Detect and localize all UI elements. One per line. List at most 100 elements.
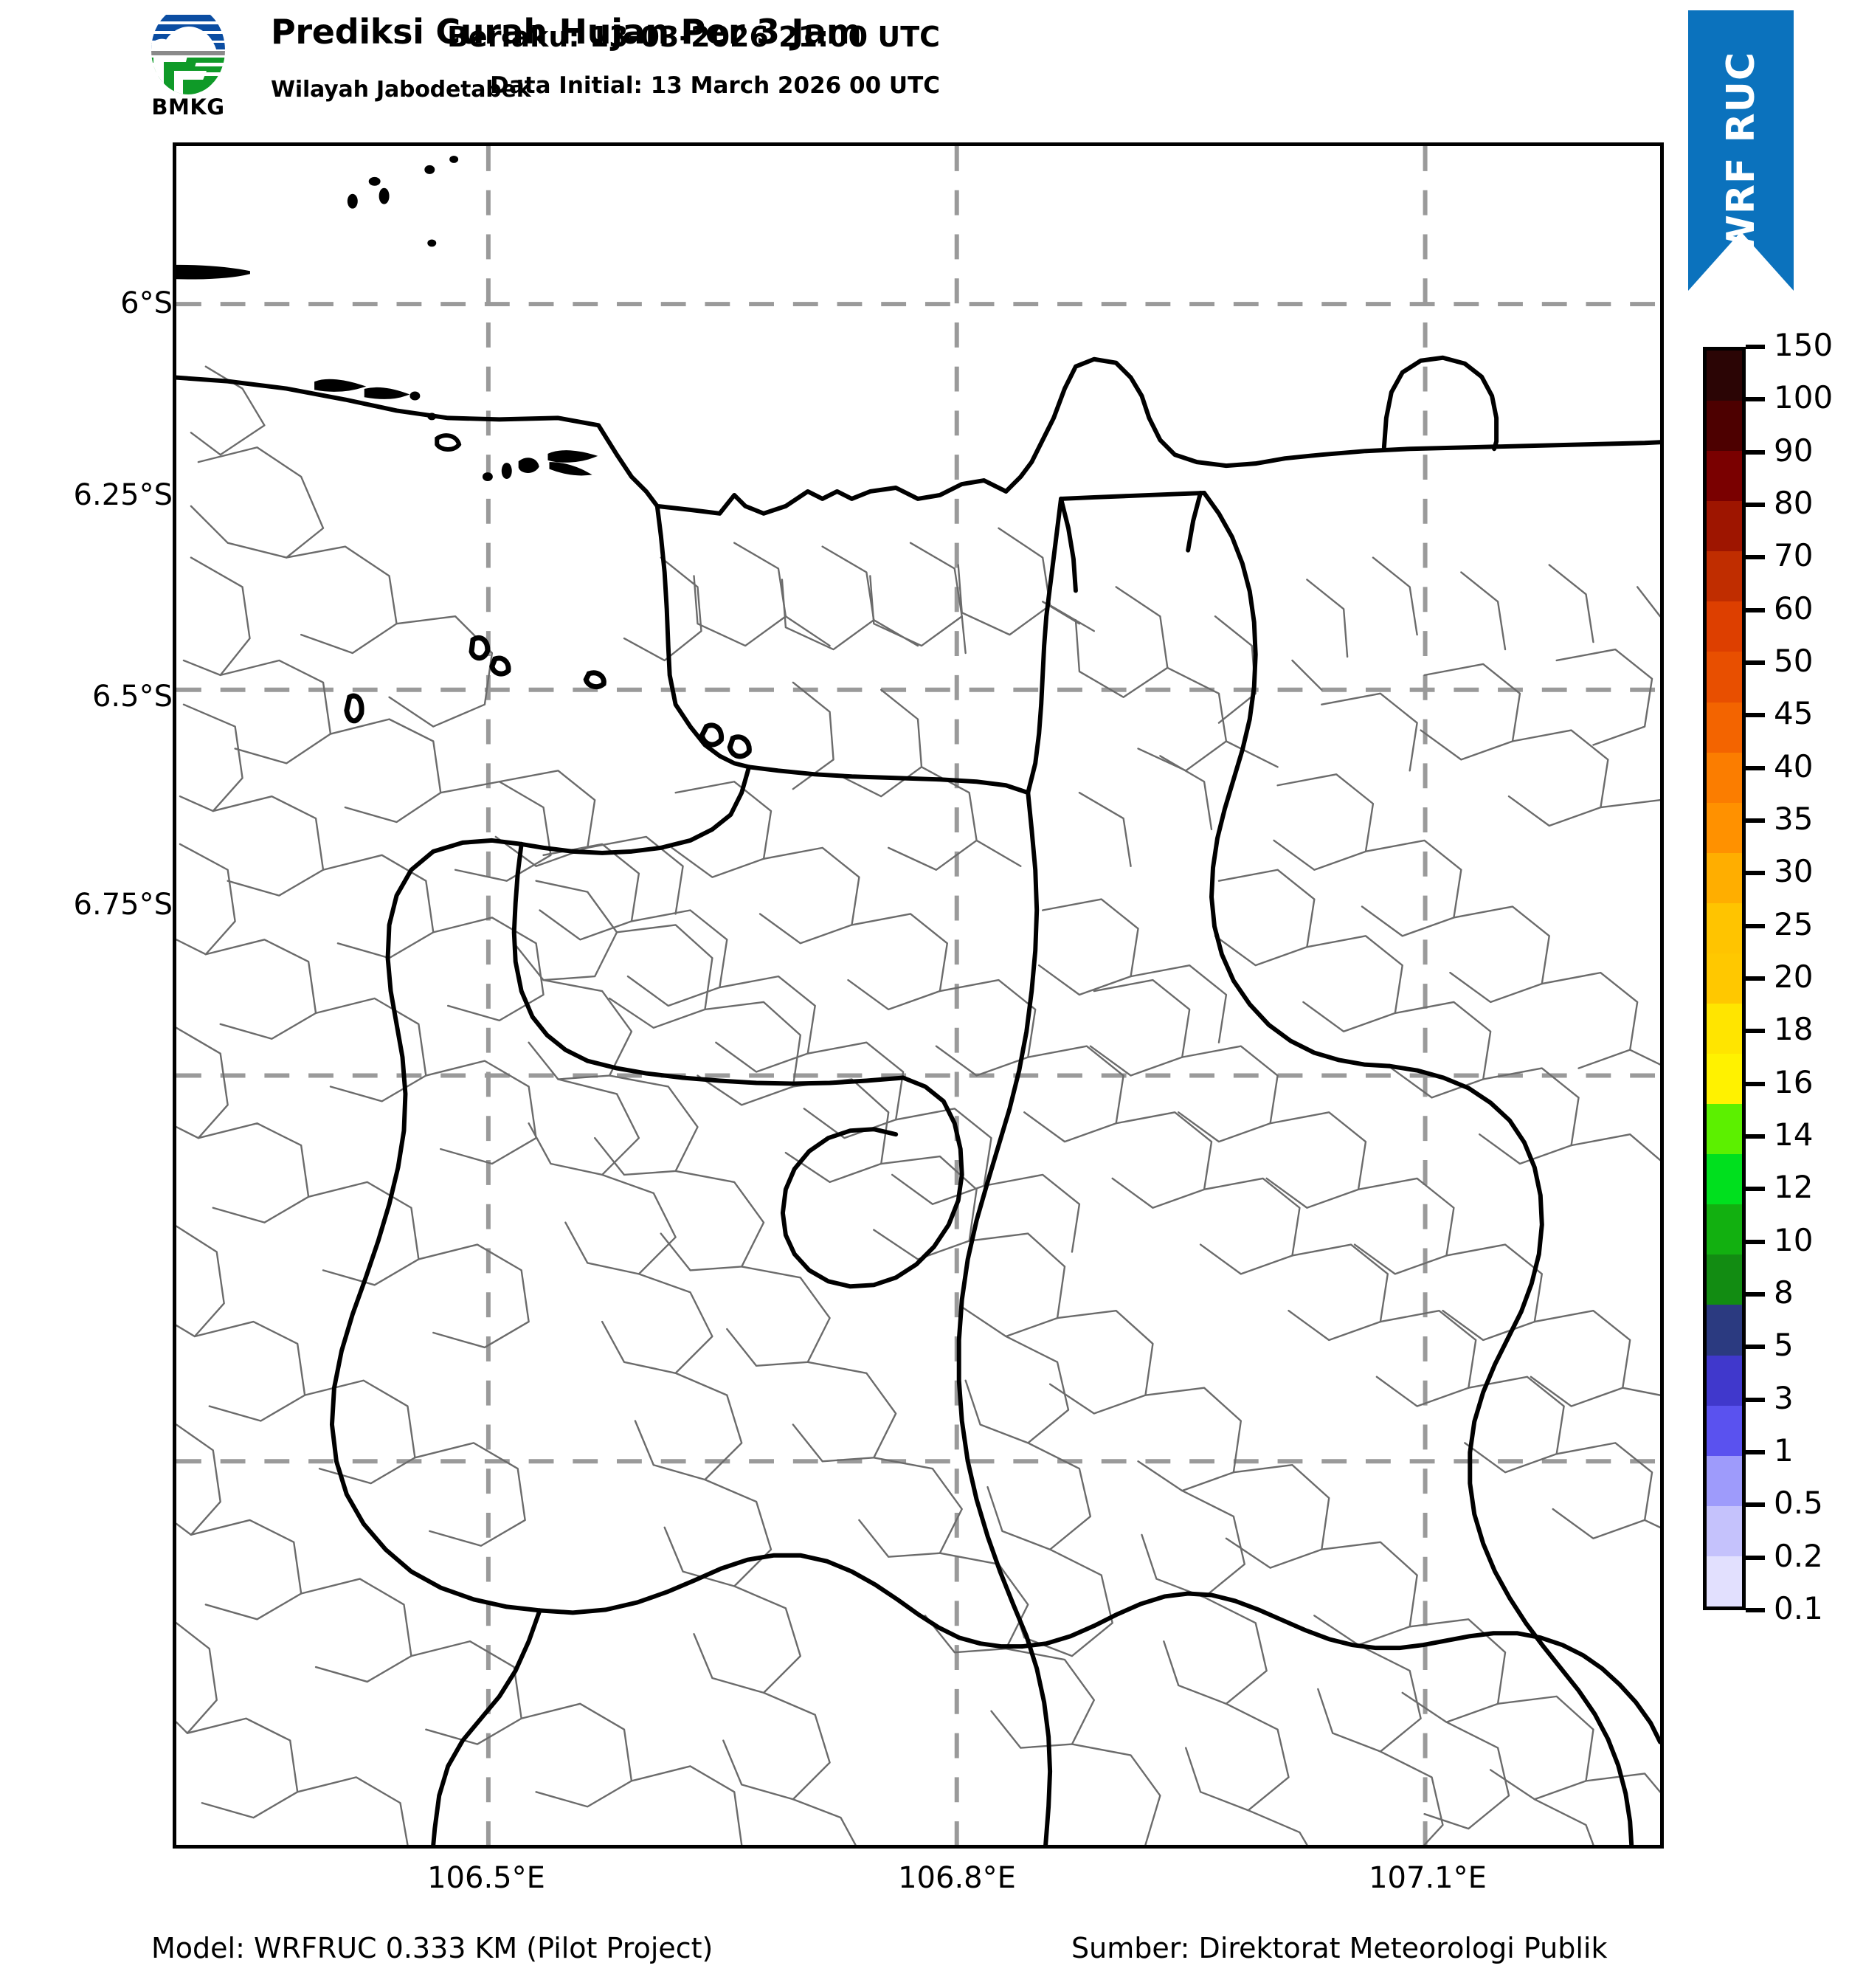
colorbar-band: [1707, 1004, 1742, 1055]
colorbar-tick-mark: [1746, 1502, 1765, 1508]
xtick-label: 106.5°E: [427, 1861, 545, 1895]
colorbar-tick-mark: [1746, 1292, 1765, 1297]
colorbar-tick-mark: [1746, 923, 1765, 928]
colorbar-tick-text: 8: [1774, 1274, 1794, 1311]
colorbar-band: [1707, 351, 1742, 401]
colorbar-tick-mark: [1746, 818, 1765, 823]
colorbar-tick-text: 45: [1774, 695, 1814, 732]
wrf-ruc-ribbon: WRF RUC: [1688, 10, 1794, 291]
colorbar-band: [1707, 551, 1742, 602]
thousand-islands: [176, 155, 752, 759]
colorbar-tick-text: 0.5: [1774, 1485, 1823, 1522]
colorbar-tick-mark: [1746, 871, 1765, 876]
colorbar-tick-text: 10: [1774, 1221, 1814, 1258]
colorbar-band: [1707, 501, 1742, 552]
map-plot-area[interactable]: [173, 142, 1664, 1849]
colorbar-tick-mark: [1746, 607, 1765, 612]
ytick-label: 6.5°S: [91, 680, 173, 714]
ribbon-shape: [1688, 10, 1794, 291]
colorbar-band: [1707, 401, 1742, 452]
colorbar-tick-mark: [1746, 345, 1765, 349]
colorbar-tick-mark: [1746, 660, 1765, 665]
colorbar-tick-mark: [1746, 765, 1765, 770]
colorbar-tick-mark: [1746, 1134, 1765, 1139]
colorbar-band: [1707, 902, 1742, 953]
colorbar-tick-mark: [1746, 976, 1765, 981]
colorbar-tick-mark: [1746, 1450, 1765, 1454]
colorbar-band: [1707, 1455, 1742, 1506]
colorbar-tick-mark: [1746, 1608, 1765, 1612]
colorbar-tick-text: 30: [1774, 853, 1814, 890]
colorbar-tick-text: 5: [1774, 1327, 1794, 1364]
colorbar-tick-text: 20: [1774, 959, 1814, 995]
colorbar-tick-text: 70: [1774, 537, 1814, 574]
colorbar-tick-mark: [1746, 1187, 1765, 1192]
colorbar-band: [1707, 1505, 1742, 1556]
xtick-label: 107.1°E: [1369, 1861, 1487, 1895]
colorbar-tick-text: 50: [1774, 643, 1814, 679]
colorbar-band: [1707, 1054, 1742, 1105]
colorbar-band: [1707, 1355, 1742, 1406]
colorbar-tick-text: 40: [1774, 748, 1814, 784]
colorbar-band: [1707, 852, 1742, 903]
graticule: [176, 146, 1660, 1845]
colorbar-tick-labels: 150 100 90 80 70 60 50 45 40 35 30 25 20 18 16 14 12 10 8 5…: [1746, 327, 1849, 1626]
regency-boundaries: [176, 355, 1660, 1845]
footer-model-label: Model: WRFRUC 0.333 KM (Pilot Project): [151, 1932, 713, 1964]
colorbar-band: [1707, 601, 1742, 652]
colorbar-band: [1707, 953, 1742, 1004]
colorbar-tick-mark: [1746, 555, 1765, 560]
map-canvas: [176, 146, 1660, 1845]
colorbar-tick-text: 12: [1774, 1169, 1814, 1206]
colorbar-band: [1707, 451, 1742, 502]
ytick-label: 6°S: [120, 286, 173, 320]
colorbar-band: [1707, 652, 1742, 703]
colorbar-band: [1707, 1154, 1742, 1205]
colorbar-tick-text: 14: [1774, 1116, 1814, 1153]
colorbar-tick-text: 0.2: [1774, 1537, 1823, 1574]
page-subtitle: Wilayah Jabodetabek: [271, 77, 531, 103]
colorbar-tick-mark: [1746, 1555, 1765, 1560]
colorbar-tick-mark: [1746, 1081, 1765, 1086]
colorbar-band: [1707, 752, 1742, 803]
colorbar-tick-text: 35: [1774, 801, 1814, 837]
ytick-label: 6.25°S: [73, 478, 173, 512]
colorbar-tick-text: 0.1: [1774, 1590, 1823, 1626]
footer-source-label: Sumber: Direktorat Meteorologi Publik: [1071, 1932, 1608, 1964]
colorbar-band: [1707, 1556, 1742, 1606]
colorbar-band: [1707, 1405, 1742, 1456]
colorbar-band: [1707, 1305, 1742, 1356]
colorbar-tick-mark: [1746, 503, 1765, 507]
colorbar-band: [1707, 1104, 1742, 1155]
colorbar-band: [1707, 702, 1742, 753]
colorbar-tick-text: 16: [1774, 1063, 1814, 1100]
colorbar-tick-text: 18: [1774, 1011, 1814, 1048]
colorbar-tick-text: 25: [1774, 905, 1814, 942]
colorbar-tick-mark: [1746, 397, 1765, 402]
colorbar-tick-text: 80: [1774, 485, 1814, 521]
colorbar-band: [1707, 1204, 1742, 1255]
colorbar-tick-text: 90: [1774, 432, 1814, 469]
subdistrict-boundaries: [176, 365, 1660, 1845]
colorbar-tick-mark: [1746, 1239, 1765, 1244]
valid-time-label: Berlaku: 13-03-2026 21:00 UTC: [446, 21, 940, 53]
colorbar-tick-text: 150: [1774, 327, 1834, 363]
colorbar-tick-mark: [1746, 1029, 1765, 1034]
colorbar-tick-mark: [1746, 1397, 1765, 1402]
rainfall-colorbar[interactable]: [1703, 347, 1746, 1610]
xtick-label: 106.8°E: [898, 1861, 1016, 1895]
header: BMKG Prediksi Curah Hujan Per 3 Jam Wila…: [0, 0, 1849, 142]
colorbar-tick-mark: [1746, 449, 1765, 455]
colorbar-tick-text: 3: [1774, 1379, 1794, 1416]
colorbar-tick-mark: [1746, 1345, 1765, 1350]
colorbar-band: [1707, 802, 1742, 853]
colorbar-tick-mark: [1746, 713, 1765, 718]
colorbar-tick-text: 1: [1774, 1432, 1794, 1468]
bmkg-logo: [145, 4, 232, 119]
page-title: Prediksi Curah Hujan Per 3 Jam: [271, 12, 862, 52]
bmkg-logo-wordmark: BMKG: [151, 94, 225, 120]
colorbar-tick-text: 100: [1774, 379, 1834, 416]
colorbar-band: [1707, 1254, 1742, 1305]
ytick-label: 6.75°S: [73, 888, 173, 922]
data-initial-label: Data Initial: 13 March 2026 00 UTC: [490, 72, 940, 99]
